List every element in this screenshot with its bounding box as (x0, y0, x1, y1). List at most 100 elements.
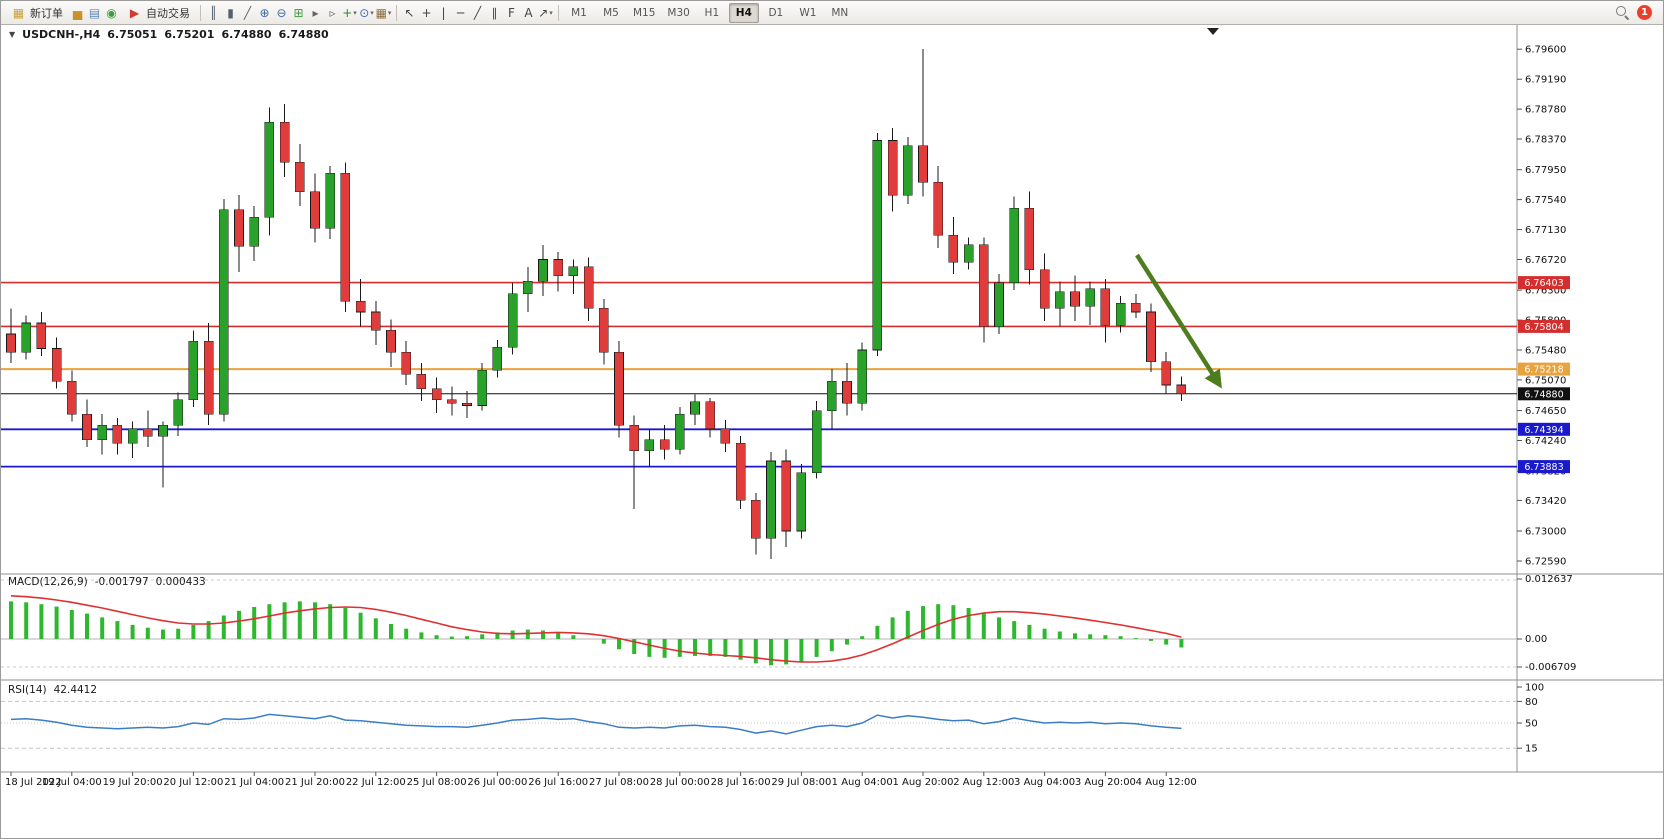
candles-layer (6, 49, 1187, 559)
svg-text:26 Jul 16:00: 26 Jul 16:00 (528, 777, 588, 788)
level-line-6.75804[interactable]: 6.75804 (1, 319, 1570, 333)
windows-group: ⊞ (290, 4, 307, 22)
zoom-in-icon[interactable]: ⊕ (259, 5, 270, 20)
svg-text:6.79190: 6.79190 (1525, 75, 1566, 86)
panel-separators[interactable] (1, 25, 1664, 773)
dropdown-caret-icon: ▾ (387, 8, 392, 17)
search-icon[interactable] (1616, 6, 1629, 19)
indicators-button[interactable]: + ▾ (342, 5, 357, 20)
level-line-6.74394[interactable]: 6.74394 (1, 422, 1570, 436)
svg-text:27 Jul 08:00: 27 Jul 08:00 (589, 777, 649, 788)
price-axis[interactable]: 6.79600 6.79190 6.78780 6.78370 6.77950 6.775… (1517, 45, 1566, 568)
svg-text:6.74650: 6.74650 (1525, 406, 1566, 417)
level-line-6.75218[interactable]: 6.75218 (1, 362, 1570, 376)
chart-shift-marker[interactable] (1207, 28, 1219, 35)
timeframe-mn-button[interactable]: MN (831, 6, 849, 19)
svg-text:3 Aug 20:00: 3 Aug 20:00 (1075, 777, 1136, 788)
arrows-icon[interactable]: ↗ ▾ (538, 5, 553, 20)
symbol-label: USDCNH-,H4 (22, 28, 101, 41)
toolbar-separator (558, 4, 559, 21)
rsi-line (10, 713, 1182, 735)
profile-icon[interactable]: ▤ (88, 5, 101, 20)
trend-arrow-annotation[interactable] (1135, 253, 1222, 389)
rsi-panel: 100 80 50 15 (1, 683, 1544, 755)
svg-text:6.76403: 6.76403 (1524, 278, 1563, 289)
auto-trading-icon: ▶ (129, 5, 140, 20)
symbol-dropdown-icon[interactable]: ▼ (9, 30, 16, 39)
macd-title: MACD(12,26,9) (8, 576, 88, 588)
level-line-6.76403[interactable]: 6.76403 (1, 276, 1570, 290)
periods-button[interactable]: ⊙ ▾ (359, 5, 374, 20)
svg-text:19 Jul 20:00: 19 Jul 20:00 (103, 777, 163, 788)
new-order-icon: ▦ (12, 5, 25, 20)
svg-text:100: 100 (1525, 683, 1544, 694)
new-order-label: 新订单 (30, 6, 63, 20)
level-line-6.74880[interactable]: 6.74880 (1, 387, 1570, 401)
dropdown-caret-icon: ▾ (370, 8, 374, 17)
candlestick-type-icon[interactable]: ▮ (227, 5, 234, 20)
svg-text:50: 50 (1525, 719, 1538, 730)
toolbar-separator (200, 4, 201, 21)
svg-text:0.012637: 0.012637 (1525, 574, 1573, 585)
macd-panel-header: MACD(12,26,9) -0.001797 0.000433 (8, 576, 206, 588)
timeframe-m1-button[interactable]: M1 (571, 6, 587, 19)
low-value: 6.74880 (221, 28, 272, 41)
chart-type-group: ║ ▮ ╱ (205, 4, 256, 22)
auto-scroll-icon[interactable]: ▸ (312, 5, 319, 20)
timeframe-m5-button[interactable]: M5 (603, 6, 619, 19)
charts-icon[interactable]: ▅ (72, 5, 83, 20)
high-value: 6.75201 (164, 28, 215, 41)
chart-shift-icon[interactable]: ▹ (329, 5, 336, 20)
refresh-icon[interactable]: ◉ (106, 5, 117, 20)
notification-badge[interactable]: 1 (1637, 5, 1652, 20)
crosshair-icon[interactable]: + (421, 5, 432, 20)
timeframe-w1-button[interactable]: W1 (799, 6, 817, 19)
svg-text:-0.006709: -0.006709 (1525, 662, 1576, 673)
svg-text:6.75804: 6.75804 (1524, 322, 1563, 333)
text-icon[interactable]: A (524, 5, 533, 20)
trendline-icon[interactable]: ╱ (473, 5, 482, 20)
level-line-6.73883[interactable]: 6.73883 (1, 460, 1570, 474)
bar-chart-type-icon[interactable]: ║ (209, 5, 218, 20)
zoom-group: ⊕ ⊖ (256, 4, 290, 22)
auto-trading-button[interactable]: ▶ 自动交易 (120, 2, 196, 23)
svg-text:6.78780: 6.78780 (1525, 105, 1566, 116)
timeframe-m30-button[interactable]: M30 (667, 6, 690, 19)
timeframe-h1-button[interactable]: H1 (704, 6, 720, 19)
rsi-panel-header: RSI(14) 42.4412 (8, 684, 97, 696)
timeframe-h4-button[interactable]: H4 (728, 2, 759, 23)
timeframe-m15-button[interactable]: M15 (633, 6, 656, 19)
svg-text:20 Jul 12:00: 20 Jul 12:00 (163, 777, 223, 788)
channel-icon[interactable]: ∥ (491, 5, 498, 20)
line-chart-type-icon[interactable]: ╱ (243, 5, 252, 20)
macd-signal-value: 0.000433 (155, 576, 206, 588)
drawing-tools-group: ↖ + | ─ ╱ ∥ F A ↗ ▾ (401, 4, 554, 22)
svg-text:80: 80 (1525, 697, 1538, 708)
tile-windows-icon[interactable]: ⊞ (293, 5, 304, 20)
svg-text:6.77540: 6.77540 (1525, 195, 1566, 206)
new-order-button[interactable]: ▦ 新订单 (4, 2, 69, 23)
svg-text:6.75480: 6.75480 (1525, 346, 1566, 357)
svg-text:0.00: 0.00 (1525, 634, 1547, 645)
dropdown-caret-icon: ▾ (549, 8, 553, 17)
svg-text:6.74394: 6.74394 (1524, 425, 1563, 436)
rsi-title: RSI(14) (8, 684, 47, 696)
main-toolbar: ▦ 新订单 ▅ ▤ ◉ ▶ 自动交易 ║ ▮ ╱ ⊕ ⊖ ⊞ ▸ ▹ + ▾ ⊙ ▾ ▦ ▾ ↖ + | ─… (1, 1, 1663, 25)
svg-text:19 Jul 04:00: 19 Jul 04:00 (42, 777, 102, 788)
svg-text:28 Jul 00:00: 28 Jul 00:00 (650, 777, 710, 788)
zoom-out-icon[interactable]: ⊖ (276, 5, 287, 20)
open-value: 6.75051 (107, 28, 158, 41)
vertical-line-icon[interactable]: | (441, 5, 446, 20)
svg-text:21 Jul 04:00: 21 Jul 04:00 (224, 777, 284, 788)
timeframe-d1-button[interactable]: D1 (768, 6, 784, 19)
cursor-icon[interactable]: ↖ (404, 5, 415, 20)
svg-text:6.72590: 6.72590 (1525, 557, 1566, 568)
horizontal-line-icon[interactable]: ─ (456, 5, 465, 20)
svg-text:6.77130: 6.77130 (1525, 225, 1566, 236)
fibonacci-icon[interactable]: F (508, 5, 515, 20)
svg-text:6.73420: 6.73420 (1525, 496, 1566, 507)
templates-button[interactable]: ▦ ▾ (375, 5, 392, 20)
